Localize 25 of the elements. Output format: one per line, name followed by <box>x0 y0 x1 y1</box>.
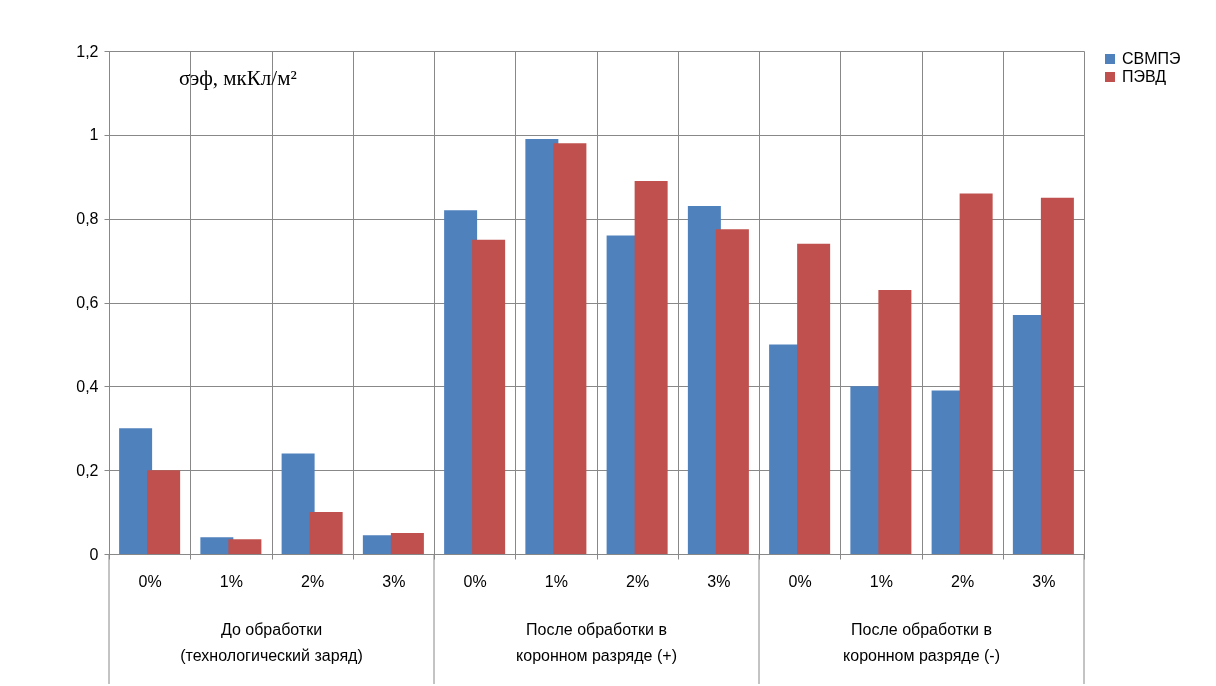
legend-label: СВМПЭ <box>1122 50 1181 67</box>
y-tick-label: 0,8 <box>76 210 99 228</box>
x-tick-label: 2% <box>951 572 975 590</box>
x-tick-label: 2% <box>301 572 325 590</box>
legend-label: ПЭВД <box>1122 68 1167 85</box>
y-tick-label: 1,2 <box>76 42 99 60</box>
y-tick-label: 0,4 <box>76 377 99 395</box>
text: До обработки (технологический заряд) <box>180 621 363 664</box>
x-tick-label: 3% <box>1032 572 1056 590</box>
text: После обработки в коронном разряде (-) <box>843 621 1000 664</box>
x-tick-label: 0% <box>788 572 812 590</box>
y-axis-title: σэф, мкКл/м² <box>179 66 297 90</box>
x-tick-label: 1% <box>219 572 243 590</box>
text: После обработки в коронном разряде (+) <box>516 621 677 664</box>
x-tick-label: 0% <box>138 572 162 590</box>
y-tick-label: 0,6 <box>76 294 99 311</box>
y-tick-label: 1 <box>89 126 99 144</box>
x-tick-label: 2% <box>626 572 650 590</box>
y-tick-label: 0,2 <box>76 461 99 479</box>
x-tick-label: 3% <box>707 572 731 590</box>
x-tick-label: 3% <box>382 572 406 590</box>
x-tick-label: 1% <box>544 572 568 590</box>
y-tick-label: 0 <box>89 545 99 563</box>
x-tick-label: 0% <box>463 572 487 590</box>
x-tick-label: 1% <box>869 572 893 590</box>
